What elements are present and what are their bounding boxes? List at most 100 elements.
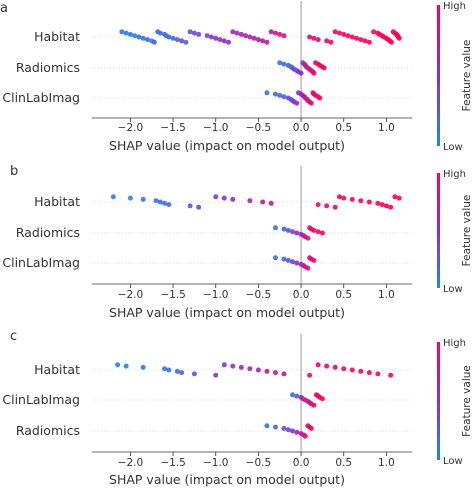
shap-point [264,90,270,96]
shap-panel-b: b −2.0 −1.5 −1.0 −0.5 0.0 0.5 1.0 SHAP value (im… [2,164,473,320]
shap-point [349,196,355,202]
shap-point [187,29,193,35]
shap-point [362,38,368,44]
series-clinlabimag [272,255,317,271]
shap-point [272,255,278,261]
shap-point [157,30,163,36]
colorbar-high-label: High [443,338,466,349]
shap-point [119,29,125,35]
shap-point [311,257,317,263]
shap-point [315,229,321,235]
series-radiomics [264,423,314,439]
shap-point [294,429,300,435]
feature-label: Radiomics [16,60,80,75]
x-tick-label: −0.5 [246,457,272,469]
shap-point [341,366,347,372]
shap-point [162,200,168,206]
shap-point [238,364,244,370]
x-axis-label: SHAP value (impact on model output) [109,305,345,320]
shap-point [328,39,334,45]
shap-point [196,31,202,37]
shap-point [110,194,116,200]
feature-label: Radiomics [16,225,80,240]
shap-point [332,204,338,210]
shap-point [392,194,398,200]
series-habitat [119,29,402,45]
shap-point [349,34,355,40]
shap-point [213,194,219,200]
x-tick-label: −2.0 [118,289,144,301]
shap-point [277,60,283,66]
shap-point [281,256,287,262]
shap-point [315,37,321,43]
shap-point [383,203,389,209]
shap-point [243,33,249,39]
shap-point [349,367,355,373]
shap-point [341,195,347,201]
shap-point [290,229,296,235]
shap-point [388,372,394,378]
feature-label: ClinLabImag [2,90,80,105]
shap-point [272,370,278,376]
colorbar-title: Feature value [461,365,473,437]
shap-point [294,393,300,399]
shap-point [196,204,202,210]
shap-point [136,34,142,40]
shap-point [319,396,325,402]
x-tick-label: −1.5 [160,289,186,301]
x-tick-label: 0.0 [293,289,310,301]
shap-point [375,200,381,206]
shap-point [166,202,172,208]
shap-point [174,368,180,374]
shap-point [247,198,253,204]
shap-point [170,35,176,41]
shap-point [315,362,321,368]
shap-point [366,39,372,45]
shap-point [221,195,227,201]
series-clinlabimag [290,392,325,408]
shap-point [311,70,317,76]
shap-point [311,35,317,41]
shap-point [396,35,402,41]
shap-point [264,368,270,374]
shap-point [251,35,257,41]
shap-point [290,259,296,265]
shap-point [260,199,266,205]
shap-point [151,39,157,45]
shap-point [221,38,227,44]
shap-point [375,371,381,377]
shap-point [317,95,323,101]
shap-point [127,195,133,201]
shap-point [277,92,283,98]
shap-point [230,29,236,35]
x-tick-label: −1.0 [203,122,229,134]
shap-point [305,235,311,241]
shap-point [341,31,347,37]
shap-point [371,29,377,35]
shap-point [281,226,287,232]
x-tick-label: 1.0 [378,122,395,134]
x-tick-label: −0.5 [246,289,272,301]
series-radiomics [277,60,327,76]
x-tick-label: 0.5 [335,289,352,301]
x-tick-label: 0.5 [335,122,352,134]
shap-point [281,33,287,39]
colorbar-low-label: Low [443,142,463,153]
shap-point [336,194,342,200]
shap-point [332,364,338,370]
shap-point [217,37,223,43]
shap-point [179,370,185,376]
shap-point [366,370,372,376]
shap-point [123,363,129,369]
panel-label: b [10,164,18,179]
panel-label: a [0,1,8,16]
shap-point [305,265,311,271]
shap-point [308,100,314,106]
shap-point [268,200,274,206]
shap-point [166,367,172,373]
shap-panel-c: c −2.0 −1.5 −1.0 −0.5 0.0 0.5 1.0 SHAP value (im… [2,329,473,487]
shap-point [272,225,278,231]
shap-point [281,371,287,377]
feature-label: Habitat [34,29,80,44]
